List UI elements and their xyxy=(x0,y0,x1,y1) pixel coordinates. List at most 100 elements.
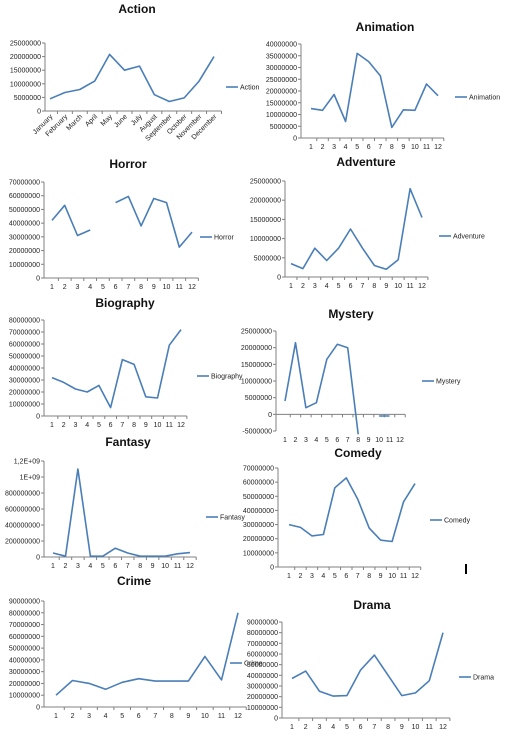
x-tick-label: 3 xyxy=(318,724,322,731)
x-tick-label: 6 xyxy=(335,437,339,444)
y-tick-label: 60000000 xyxy=(247,652,278,659)
x-tick-label: 4 xyxy=(88,563,92,570)
x-tick-label: 1 xyxy=(51,563,55,570)
x-tick-label: 9 xyxy=(401,144,405,151)
y-tick-label: 25000000 xyxy=(250,179,281,186)
y-tick-label: 200000000 xyxy=(5,539,40,546)
x-tick-label: 2 xyxy=(71,713,75,720)
x-tick-label: April xyxy=(84,113,99,128)
x-tick-label: 6 xyxy=(349,283,353,290)
x-tick-label: 5 xyxy=(337,283,341,290)
y-tick-label: 400000000 xyxy=(5,523,40,530)
x-tick-label: 6 xyxy=(137,713,141,720)
x-tick-label: 6 xyxy=(367,144,371,151)
x-tick-label: 2 xyxy=(294,437,298,444)
legend-label: Action xyxy=(240,85,260,92)
y-tick-label: 5000000 xyxy=(14,95,41,102)
y-tick-label: 80000000 xyxy=(9,610,40,617)
x-tick-label: 4 xyxy=(314,437,318,444)
x-tick-label: 12 xyxy=(186,563,194,570)
x-tick-label: 2 xyxy=(301,283,305,290)
x-tick-label: 10 xyxy=(412,724,420,731)
x-tick-label: 8 xyxy=(386,724,390,731)
y-tick-label: 80000000 xyxy=(9,318,40,325)
x-tick-label: 3 xyxy=(313,283,317,290)
y-tick-label: 15000000 xyxy=(250,217,281,224)
x-tick-label: 12 xyxy=(234,713,242,720)
legend-label: Comedy xyxy=(444,518,471,525)
chart-drama: Drama 0 10000000 20000000 30000000 40000000 50… xyxy=(247,598,494,731)
y-tick-label: 5000000 xyxy=(254,255,281,262)
y-tick-label: 90000000 xyxy=(247,620,278,627)
x-tick-label: May xyxy=(100,113,115,128)
x-tick-label: 6 xyxy=(344,573,348,580)
x-tick-label: 12 xyxy=(418,283,426,290)
y-tick-label: 20000000 xyxy=(243,536,274,543)
y-tick-label: 60000000 xyxy=(9,342,40,349)
x-tick-label: 12 xyxy=(188,284,196,291)
x-tick-label: 7 xyxy=(153,713,157,720)
x-tick-label: 5 xyxy=(355,144,359,151)
x-tick-label: 1 xyxy=(287,573,291,580)
x-tick-label: 5 xyxy=(325,437,329,444)
x-tick-label: 7 xyxy=(346,437,350,444)
x-tick-label: 1 xyxy=(50,284,54,291)
y-tick-label: 50000000 xyxy=(247,662,278,669)
x-tick-label: 2 xyxy=(64,563,68,570)
chart-mystery: Mystery -5000000 0 5000000 10000000 15000000 2… xyxy=(241,307,461,444)
x-tick-label: 9 xyxy=(186,713,190,720)
x-tick-label: 1 xyxy=(289,283,293,290)
y-tick-label: 5000000 xyxy=(245,395,272,402)
x-tick-label: 7 xyxy=(361,283,365,290)
x-tick-label: 7 xyxy=(126,284,130,291)
x-tick-label: 10 xyxy=(375,437,383,444)
x-tick-label: 12 xyxy=(411,573,419,580)
y-tick-label: 0 xyxy=(36,276,40,283)
y-tick-label: 0 xyxy=(277,275,281,282)
x-tick-label: 10 xyxy=(161,563,169,570)
x-tick-label: 8 xyxy=(170,713,174,720)
x-tick-label: 4 xyxy=(325,283,329,290)
y-tick-label: 50000000 xyxy=(9,354,40,361)
chart-biography: Biography 0 10000000 20000000 30000000 400000… xyxy=(9,296,243,429)
y-tick-label: 5000000 xyxy=(270,124,297,131)
y-tick-label: 20000000 xyxy=(250,198,281,205)
y-tick-label: 30000000 xyxy=(9,378,40,385)
y-tick-label: 40000000 xyxy=(9,657,40,664)
x-tick-label: 8 xyxy=(139,284,143,291)
x-tick-label: 9 xyxy=(144,422,148,429)
x-tick-label: 4 xyxy=(344,144,348,151)
y-tick-label: 50000000 xyxy=(243,494,274,501)
legend-label: Adventure xyxy=(453,234,485,241)
series-line-comedy xyxy=(288,477,416,543)
y-tick-label: 10000000 xyxy=(243,550,274,557)
y-tick-label: -5000000 xyxy=(242,429,272,436)
x-tick-label: 12 xyxy=(434,144,442,151)
x-tick-label: 7 xyxy=(372,724,376,731)
y-tick-label: 80000000 xyxy=(247,630,278,637)
series-line-animation xyxy=(310,52,439,129)
y-tick-label: 20000000 xyxy=(241,345,272,352)
x-tick-label: 9 xyxy=(151,563,155,570)
legend-label: Animation xyxy=(469,95,500,102)
x-tick-label: 10 xyxy=(394,283,402,290)
chart-adventure: Adventure 0 5000000 10000000 15000000 2000000… xyxy=(250,155,485,290)
x-tick-label: 8 xyxy=(132,422,136,429)
y-tick-label: 1E+09 xyxy=(20,475,41,482)
y-tick-label: 30000000 xyxy=(9,234,40,241)
legend-label: Crime xyxy=(244,661,263,668)
y-tick-label: 70000000 xyxy=(243,466,274,473)
y-tick-label: 40000000 xyxy=(247,673,278,680)
y-tick-label: 15000000 xyxy=(10,68,41,75)
x-tick-label: 9 xyxy=(367,437,371,444)
x-tick-label: 8 xyxy=(138,563,142,570)
x-tick-label: 10 xyxy=(163,284,171,291)
x-tick-label: 2 xyxy=(321,144,325,151)
chart-title: Biography xyxy=(95,296,155,310)
x-tick-label: 12 xyxy=(396,437,404,444)
y-tick-label: 35000000 xyxy=(266,53,297,60)
x-tick-label: 5 xyxy=(120,713,124,720)
x-tick-label: 11 xyxy=(176,284,183,291)
y-tick-label: 20000000 xyxy=(9,390,40,397)
chart-title: Crime xyxy=(117,574,151,588)
